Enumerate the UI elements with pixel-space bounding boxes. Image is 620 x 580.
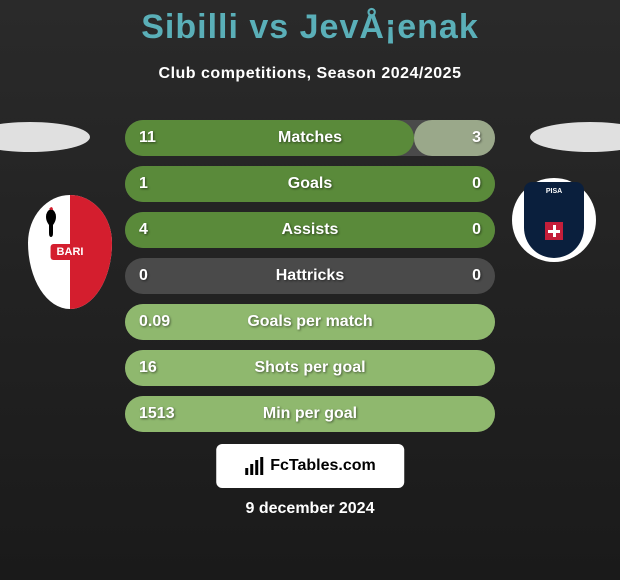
- chart-icon: [244, 456, 264, 476]
- pisa-shield: PISA: [524, 182, 584, 258]
- stat-value-left: 11: [139, 120, 156, 156]
- page-title: Sibilli vs JevÅ¡enak: [0, 0, 620, 47]
- stat-value-left: 0: [139, 258, 148, 294]
- stat-label: Hattricks: [125, 258, 495, 294]
- stat-value-right: 0: [472, 166, 481, 202]
- pisa-cross-icon: [545, 222, 563, 240]
- date-label: 9 december 2024: [0, 500, 620, 518]
- stat-row: Goals per match0.09: [125, 304, 495, 340]
- stat-value-left: 16: [139, 350, 157, 386]
- stat-label: Matches: [125, 120, 495, 156]
- stat-label: Goals per match: [125, 304, 495, 340]
- team-logo-left: BARI: [28, 195, 112, 309]
- stat-row: Goals1 0: [125, 166, 495, 202]
- stat-value-left: 1: [139, 166, 148, 202]
- stat-row: Shots per goal16: [125, 350, 495, 386]
- stat-value-right: 0: [472, 258, 481, 294]
- stat-value-right: 3: [472, 120, 481, 156]
- team-logo-right: PISA: [512, 178, 596, 262]
- stat-row: Matches11 3: [125, 120, 495, 156]
- bari-label: BARI: [51, 244, 90, 260]
- stat-value-left: 1513: [139, 396, 175, 432]
- stat-label: Shots per goal: [125, 350, 495, 386]
- stat-value-right: 0: [472, 212, 481, 248]
- rooster-icon: [38, 207, 64, 239]
- stat-value-left: 0.09: [139, 304, 170, 340]
- pisa-logo: PISA: [512, 178, 596, 262]
- stat-row: Min per goal1513: [125, 396, 495, 432]
- subtitle: Club competitions, Season 2024/2025: [0, 65, 620, 83]
- stats-container: Matches113Goals10Assists40Hattricks00Goa…: [110, 120, 510, 442]
- stat-label: Goals: [125, 166, 495, 202]
- stat-value-left: 4: [139, 212, 148, 248]
- bari-logo: BARI: [28, 195, 112, 309]
- stat-label: Assists: [125, 212, 495, 248]
- stat-row: Assists4 0: [125, 212, 495, 248]
- footer-brand-text: FcTables.com: [270, 457, 376, 475]
- pisa-label: PISA: [546, 188, 562, 195]
- player-badge-right: [530, 122, 620, 152]
- stat-row: Hattricks0 0: [125, 258, 495, 294]
- player-badge-left: [0, 122, 90, 152]
- footer-brand: FcTables.com: [216, 444, 404, 488]
- stat-label: Min per goal: [125, 396, 495, 432]
